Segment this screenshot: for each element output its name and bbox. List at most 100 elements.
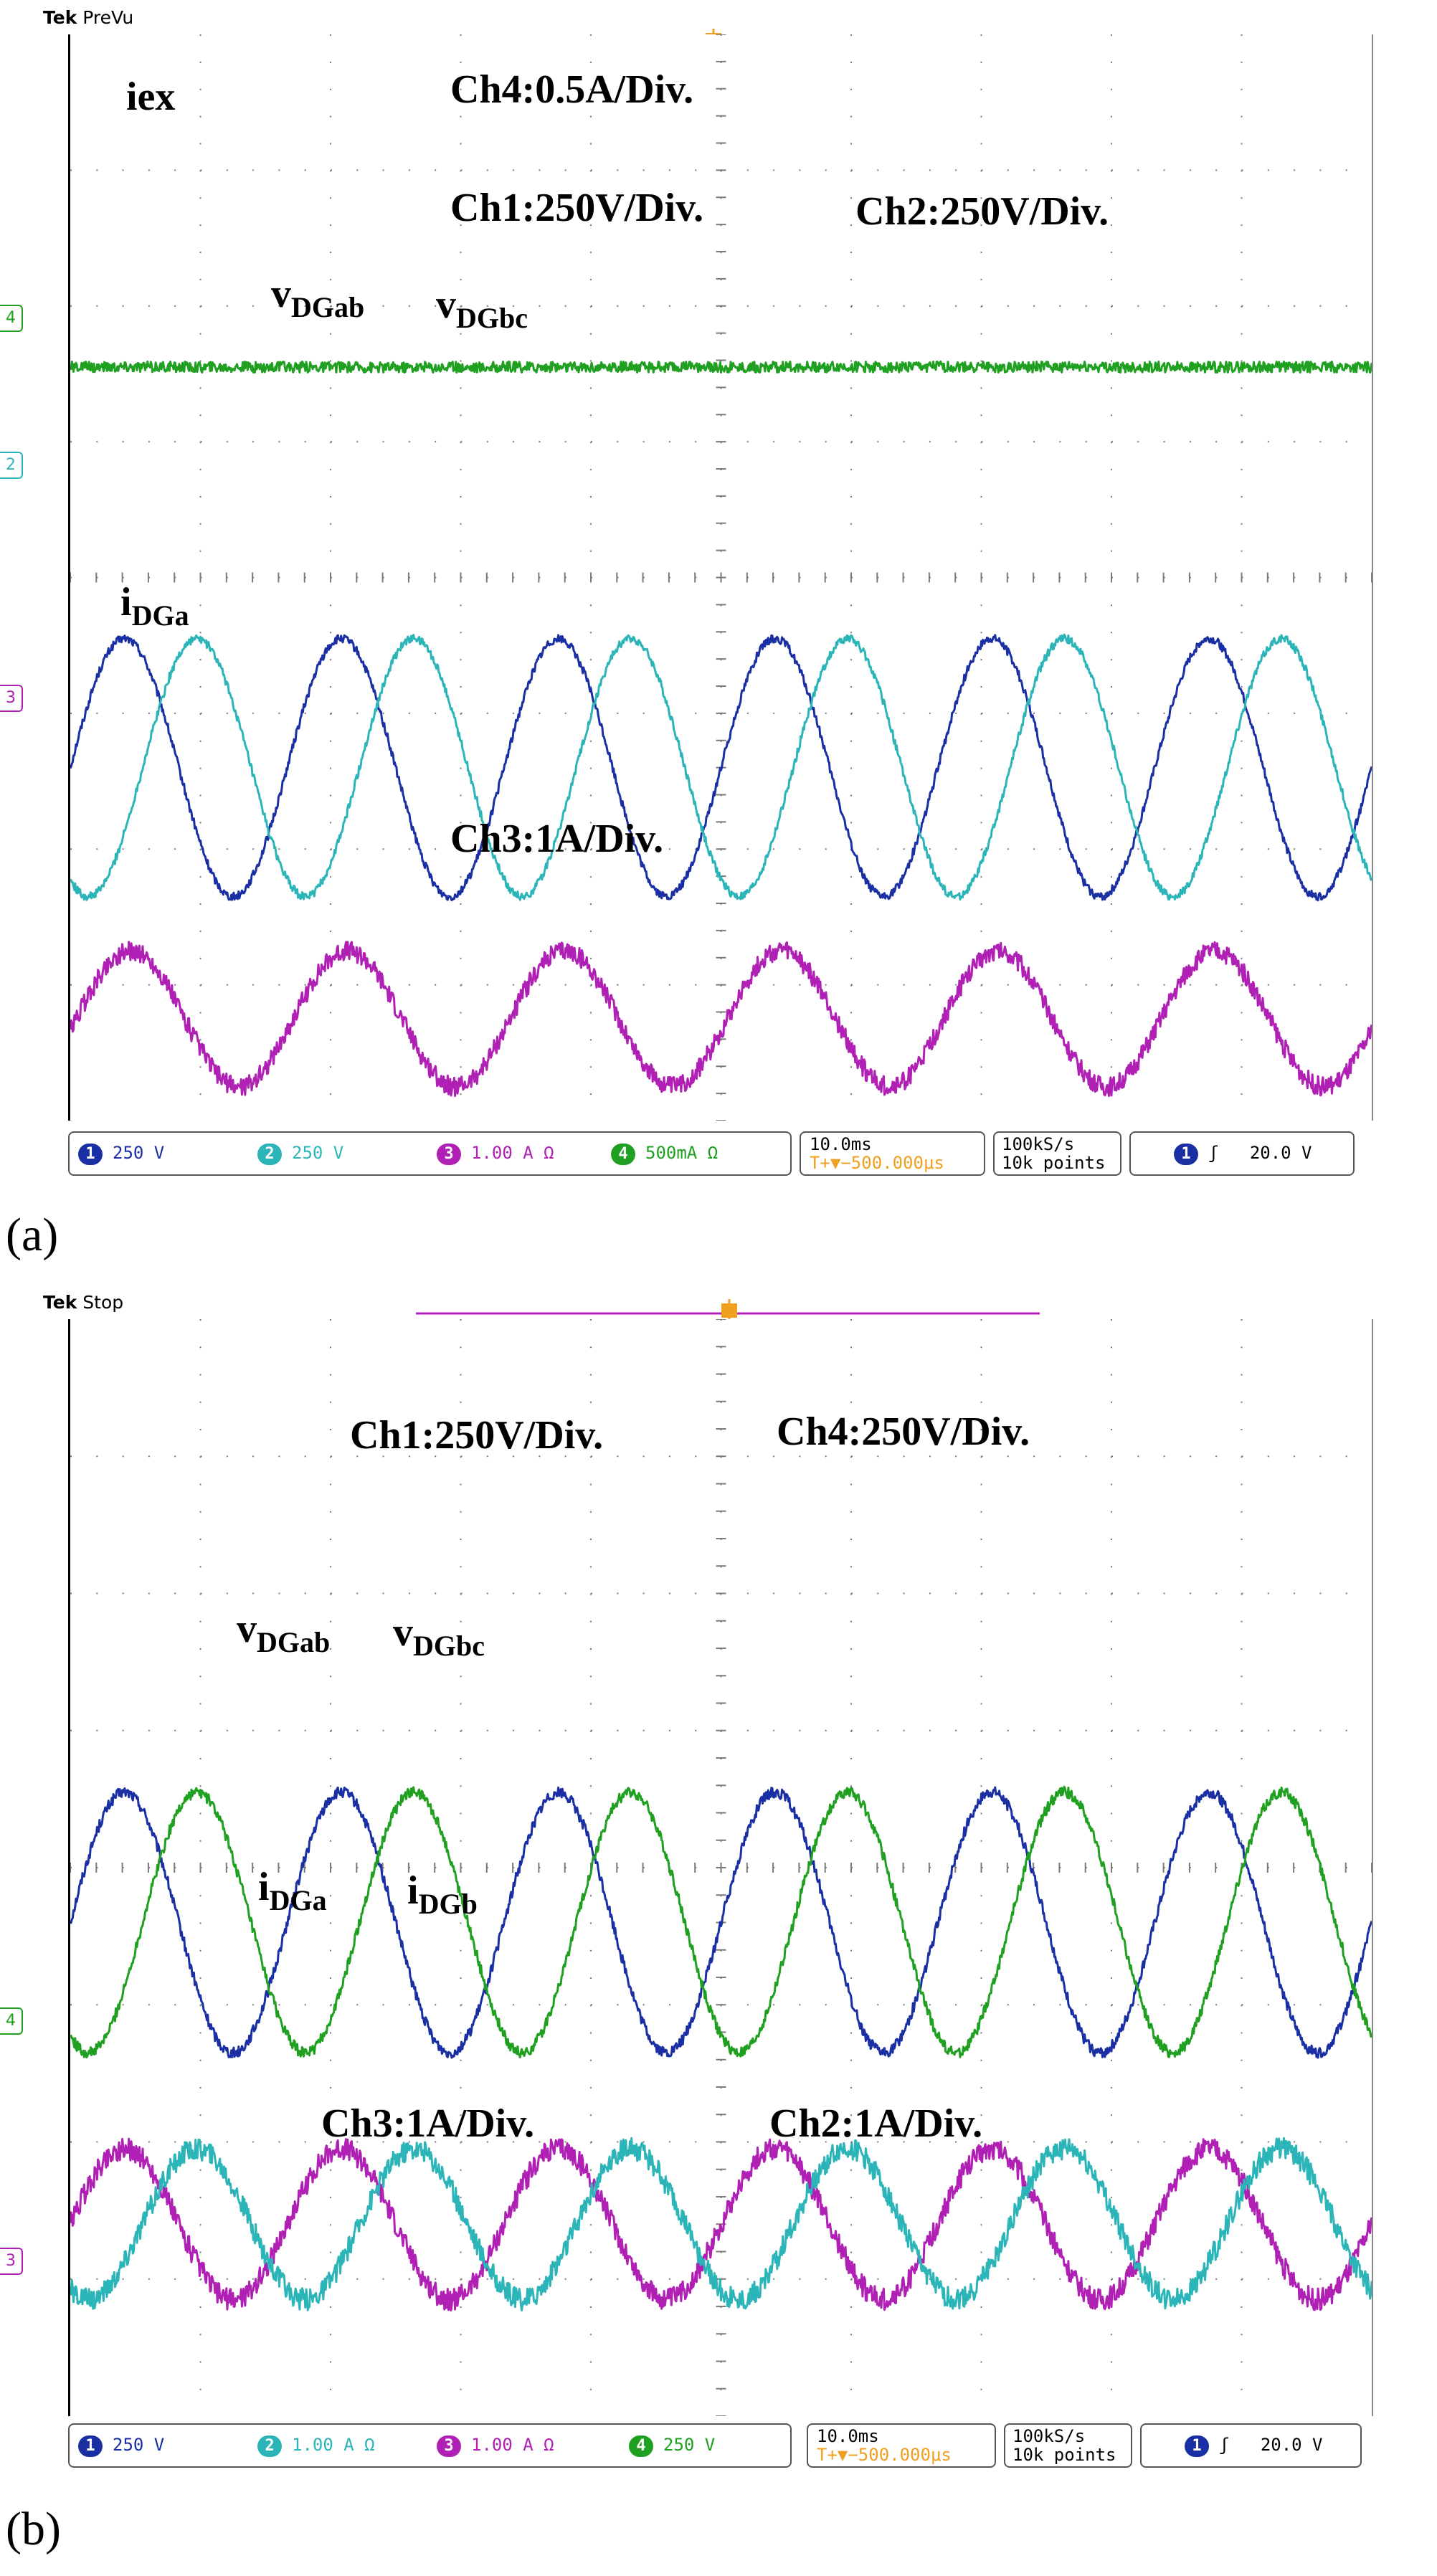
trigger-position: T+▼−500.000μs <box>810 1153 944 1173</box>
timebase-value: 10.0ms <box>810 1134 872 1154</box>
channel-marker-3: 3 <box>0 685 23 712</box>
panel-a: Tek PreVu iex Ch4:0.5A/Div. Ch1:250V/Div… <box>0 0 1437 1283</box>
status-bar-a: 1 250 V 2 250 V 3 1.00 A Ω 4 500mA Ω 10.0ms … <box>68 1131 1370 1177</box>
label-i-dgb-sub: DGb <box>418 1888 478 1920</box>
label-ch3-scale: Ch3:1A/Div. <box>321 2101 535 2146</box>
waveform-ch1-vdgab <box>70 1786 1372 2059</box>
label-ch4-scale: Ch4:250V/Div. <box>777 1410 1030 1454</box>
label-v-dgbc-main: v <box>436 282 456 327</box>
ch4-scale-chip[interactable]: 4 250 V <box>629 2432 715 2458</box>
label-v-dgbc-sub: DGbc <box>413 1630 485 1662</box>
scope-screen-a: iex Ch4:0.5A/Div. Ch1:250V/Div. Ch2:250V… <box>68 34 1373 1121</box>
channel-marker-2: 2 <box>0 452 23 479</box>
waveform-ch1-vdgab <box>70 634 1372 902</box>
label-v-dgab-sub: DGab <box>291 291 365 323</box>
label-ch1-scale: Ch1:250V/Div. <box>450 186 704 230</box>
label-i-dga-main: i <box>120 580 132 624</box>
label-v-dgbc-sub: DGbc <box>456 302 528 334</box>
label-i-dga: iDGa <box>258 1864 327 1916</box>
waveform-ch4-vdgbc <box>70 1785 1372 2059</box>
channel-marker-4: 4 <box>0 2007 23 2035</box>
trigger-channel: 1 <box>1185 2435 1209 2457</box>
acquisition-mode: PreVu <box>82 7 134 28</box>
trigger-slope-icon: ʃ <box>1219 2435 1230 2455</box>
brand-label: Tek <box>43 7 77 28</box>
channel-scales-box: 1 250 V 2 250 V 3 1.00 A Ω 4 500mA Ω <box>68 1131 792 1176</box>
brand-label: Tek <box>43 1292 77 1313</box>
label-i-dga: iDGa <box>120 579 189 632</box>
waveform-ch3-idga <box>70 941 1372 1098</box>
ch4-scale-value: 500mA Ω <box>645 1143 718 1163</box>
ch2-scale-chip[interactable]: 2 250 V <box>257 1140 343 1166</box>
label-ch2-scale: Ch2:1A/Div. <box>769 2101 983 2146</box>
ch2-scale-chip[interactable]: 2 1.00 A Ω <box>257 2432 375 2458</box>
ch1-scale-value: 250 V <box>113 2435 165 2455</box>
ch4-scale-value: 250 V <box>663 2435 716 2455</box>
sample-rate: 100kS/s <box>1002 1134 1075 1154</box>
graticule <box>70 34 1372 1121</box>
ch1-scale-chip[interactable]: 1 250 V <box>78 2432 164 2458</box>
trigger-level: 20.0 V <box>1260 2435 1323 2455</box>
channel-marker-3: 3 <box>0 2248 23 2275</box>
channel-scales-box: 1 250 V 2 1.00 A Ω 3 1.00 A Ω 4 250 V <box>68 2423 792 2468</box>
label-v-dgbc-main: v <box>393 1610 413 1655</box>
scope-header-a: Tek PreVu <box>43 7 133 28</box>
trigger-channel: 1 <box>1174 1144 1198 1165</box>
label-v-dgbc: vDGbc <box>393 1610 485 1662</box>
ch3-scale-chip[interactable]: 3 1.00 A Ω <box>437 1140 554 1166</box>
timebase-box[interactable]: 10.0ms T+▼−500.000μs <box>800 1131 985 1176</box>
label-iex: iex <box>126 75 176 119</box>
ch3-scale-value: 1.00 A Ω <box>471 2435 554 2455</box>
status-bar-b: 1 250 V 2 1.00 A Ω 3 1.00 A Ω 4 250 V 10.0ms… <box>68 2423 1370 2469</box>
ch1-number: 1 <box>78 1144 103 1165</box>
ch1-number: 1 <box>78 2435 103 2457</box>
label-v-dgab-sub: DGab <box>257 1626 331 1658</box>
trigger-level: 20.0 V <box>1249 1143 1312 1163</box>
ch1-scale-chip[interactable]: 1 250 V <box>78 1140 164 1166</box>
label-i-dga-main: i <box>258 1865 270 1909</box>
acquisition-box[interactable]: 100kS/s 10k points <box>993 1131 1121 1176</box>
waveform-plot-b <box>70 1319 1372 2416</box>
label-v-dgbc: vDGbc <box>436 282 528 334</box>
trigger-slope-icon: ʃ <box>1208 1143 1219 1163</box>
waveform-ch2-idgb <box>70 2137 1372 2311</box>
label-v-dgab: vDGab <box>271 271 364 323</box>
scope-screen-b: Ch1:250V/Div. Ch4:250V/Div. vDGab vDGbc … <box>68 1319 1373 2416</box>
label-i-dgb-main: i <box>407 1868 419 1913</box>
acquisition-box[interactable]: 100kS/s 10k points <box>1004 2423 1132 2468</box>
ch4-scale-chip[interactable]: 4 500mA Ω <box>611 1140 718 1166</box>
ch2-number: 2 <box>257 1144 282 1165</box>
waveform-ch2-vdgbc <box>70 633 1372 901</box>
record-length: 10k points <box>1012 2445 1116 2465</box>
label-ch2-scale: Ch2:250V/Div. <box>855 189 1109 234</box>
label-i-dga-sub: DGa <box>131 599 189 632</box>
ch3-number: 3 <box>437 2435 461 2457</box>
timebase-box[interactable]: 10.0ms T+▼−500.000μs <box>807 2423 996 2468</box>
waveform-plot-a <box>70 34 1372 1121</box>
sample-rate: 100kS/s <box>1012 2426 1086 2446</box>
caption-a: (a) <box>6 1209 59 1261</box>
label-ch3-scale: Ch3:1A/Div. <box>450 817 664 861</box>
ch4-number: 4 <box>611 1144 635 1165</box>
acquisition-mode: Stop <box>82 1292 124 1313</box>
ch2-scale-value: 1.00 A Ω <box>292 2435 375 2455</box>
label-v-dgab-main: v <box>271 272 291 316</box>
ch1-scale-value: 250 V <box>113 1143 165 1163</box>
label-ch4-scale: Ch4:0.5A/Div. <box>450 67 694 112</box>
label-i-dga-sub: DGa <box>269 1884 327 1916</box>
waveform-ch3-idga <box>70 2137 1372 2312</box>
label-v-dgab-main: v <box>237 1607 257 1651</box>
ch3-scale-chip[interactable]: 3 1.00 A Ω <box>437 2432 554 2458</box>
label-v-dgab: vDGab <box>237 1606 330 1658</box>
label-ch1-scale: Ch1:250V/Div. <box>350 1413 604 1458</box>
ch2-scale-value: 250 V <box>292 1143 344 1163</box>
ch4-number: 4 <box>629 2435 653 2457</box>
scope-header-b: Tek Stop <box>43 1292 123 1313</box>
panel-b: Tek Stop Ch1:250V/Div. Ch4:250V/Div. vDG… <box>0 1291 1437 2576</box>
ch2-number: 2 <box>257 2435 282 2457</box>
caption-b: (b) <box>6 2503 61 2555</box>
